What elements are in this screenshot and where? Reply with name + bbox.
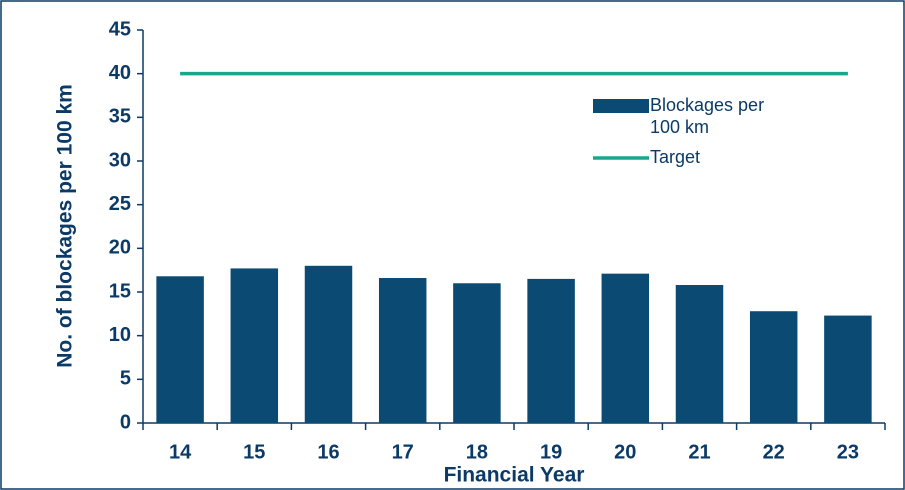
y-tick-label: 40	[109, 62, 131, 84]
bar	[749, 311, 798, 423]
legend-label: Blockages per 100 km	[650, 95, 765, 137]
y-tick-label: 10	[109, 324, 131, 346]
x-tick-label: 22	[763, 441, 785, 463]
y-axis-label: No. of blockages per 100 km	[54, 84, 77, 368]
x-tick-label: 18	[466, 441, 488, 463]
x-tick-label: 19	[540, 441, 562, 463]
legend-label: Target	[650, 147, 701, 167]
x-tick-label: 21	[688, 441, 710, 463]
bar	[601, 273, 650, 423]
bar	[824, 315, 872, 423]
x-tick-label: 14	[169, 441, 192, 463]
bar	[230, 268, 279, 423]
bar	[527, 278, 575, 423]
legend-item: Target	[650, 147, 701, 167]
x-tick-label: 20	[614, 441, 636, 463]
bar	[675, 285, 724, 423]
y-tick-label: 20	[109, 237, 131, 259]
x-tick-label: 17	[392, 441, 414, 463]
y-tick-label: 45	[109, 18, 131, 40]
y-tick-label: 25	[109, 193, 131, 215]
bar	[378, 278, 427, 423]
legend-swatch	[593, 99, 649, 113]
y-tick-label: 15	[109, 280, 131, 302]
bar	[156, 276, 204, 423]
y-tick-label: 5	[120, 368, 131, 390]
legend-item: Blockages per 100 km	[650, 95, 765, 137]
x-tick-label: 16	[317, 441, 339, 463]
y-tick-label: 35	[109, 106, 131, 128]
y-tick-label: 0	[120, 411, 131, 433]
x-tick-label: 15	[243, 441, 265, 463]
bar	[304, 265, 353, 423]
x-tick-label: 23	[837, 441, 859, 463]
x-axis-label: Financial Year	[444, 464, 585, 487]
bar	[453, 283, 501, 423]
y-tick-label: 30	[109, 149, 131, 171]
